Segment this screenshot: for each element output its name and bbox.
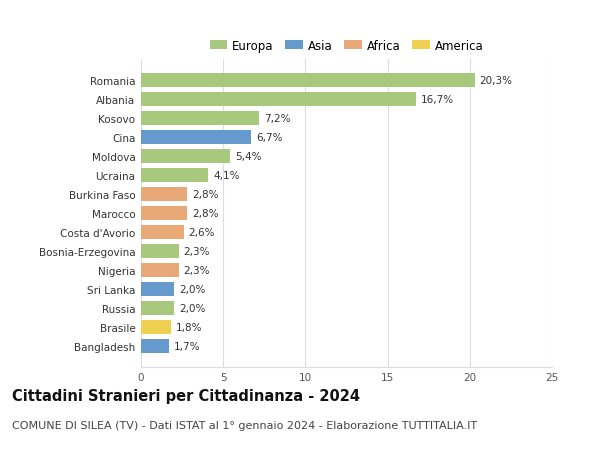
Text: COMUNE DI SILEA (TV) - Dati ISTAT al 1° gennaio 2024 - Elaborazione TUTTITALIA.I: COMUNE DI SILEA (TV) - Dati ISTAT al 1° … xyxy=(12,420,477,430)
Text: 1,8%: 1,8% xyxy=(176,322,202,332)
Bar xyxy=(141,302,174,315)
Text: Cittadini Stranieri per Cittadinanza - 2024: Cittadini Stranieri per Cittadinanza - 2… xyxy=(12,388,360,403)
Text: 20,3%: 20,3% xyxy=(479,75,512,85)
Text: 4,1%: 4,1% xyxy=(214,170,240,180)
Text: 2,8%: 2,8% xyxy=(192,208,218,218)
Text: 1,7%: 1,7% xyxy=(174,341,200,352)
Bar xyxy=(141,112,259,125)
Text: 7,2%: 7,2% xyxy=(265,113,291,123)
Bar xyxy=(141,150,230,163)
Text: 2,8%: 2,8% xyxy=(192,190,218,199)
Text: 2,0%: 2,0% xyxy=(179,303,205,313)
Bar xyxy=(141,263,179,277)
Text: 2,0%: 2,0% xyxy=(179,285,205,294)
Bar xyxy=(141,188,187,202)
Text: 16,7%: 16,7% xyxy=(421,95,454,105)
Legend: Europa, Asia, Africa, America: Europa, Asia, Africa, America xyxy=(205,35,488,57)
Bar xyxy=(141,320,170,334)
Text: 5,4%: 5,4% xyxy=(235,151,261,162)
Text: 2,3%: 2,3% xyxy=(184,246,210,257)
Bar xyxy=(141,168,208,182)
Text: 2,3%: 2,3% xyxy=(184,265,210,275)
Bar xyxy=(141,131,251,144)
Bar xyxy=(141,207,187,220)
Bar xyxy=(141,245,179,258)
Bar xyxy=(141,225,184,239)
Bar xyxy=(141,283,174,296)
Text: 2,6%: 2,6% xyxy=(188,228,215,237)
Text: 6,7%: 6,7% xyxy=(256,133,283,142)
Bar xyxy=(141,93,416,106)
Bar xyxy=(141,73,475,87)
Bar xyxy=(141,340,169,353)
